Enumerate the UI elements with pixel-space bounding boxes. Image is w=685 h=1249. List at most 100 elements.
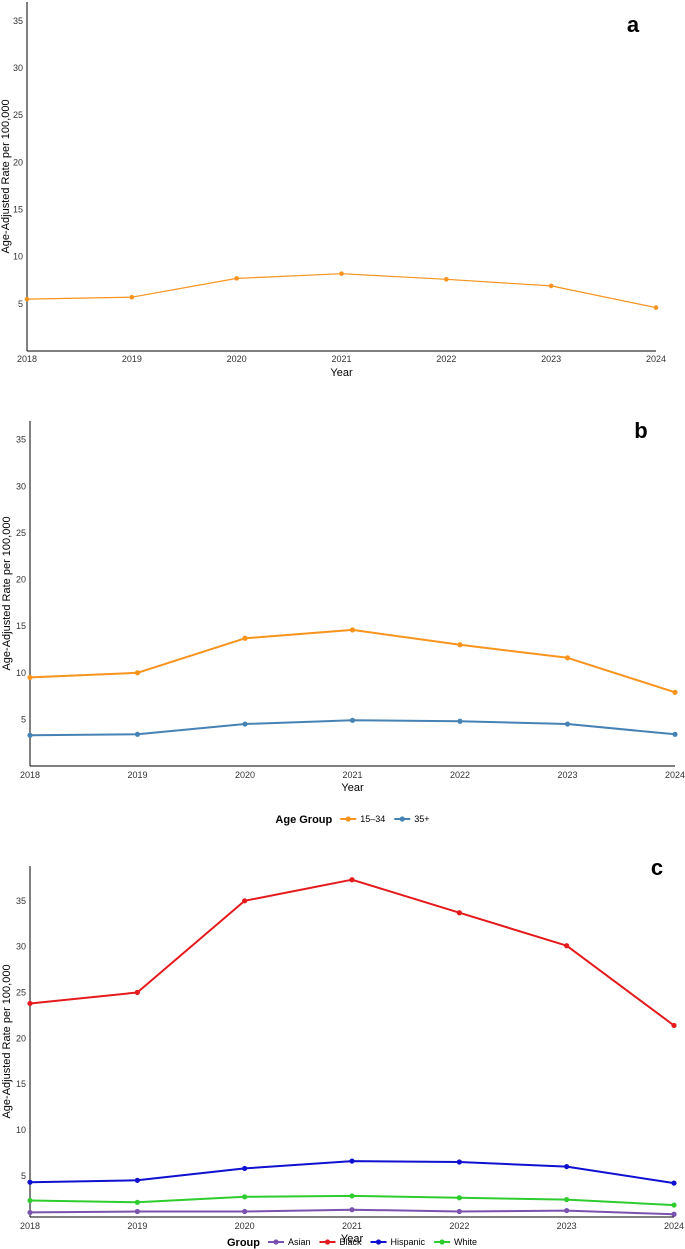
y-tick-label: 20 <box>16 1033 26 1043</box>
x-axis-title: Year <box>341 782 364 794</box>
data-point <box>349 1158 355 1164</box>
series-35+ <box>27 717 678 738</box>
panel-c: 5 10 15 20 25 30 35 2018 2019 2020 2021 2022 2023 202… <box>1 855 684 1249</box>
y-axis-title: Age-Adjusted Rate per 100,000 <box>0 99 12 253</box>
y-tick-label: 10 <box>16 1125 26 1135</box>
x-tick-label: 2020 <box>235 1221 255 1231</box>
y-tick-label: 35 <box>16 896 26 906</box>
data-point <box>134 1177 140 1183</box>
y-tick-label: 10 <box>13 252 23 262</box>
x-tick-label: 2019 <box>122 354 142 364</box>
legend-key-point <box>375 1239 382 1245</box>
legend-title: Group <box>227 1237 260 1249</box>
data-point <box>134 1208 140 1215</box>
legend-key-point <box>324 1239 331 1245</box>
data-point <box>242 1165 248 1172</box>
legend-key-point <box>273 1239 279 1245</box>
legend-label: Black <box>340 1237 363 1247</box>
x-tick-label: 2023 <box>557 770 577 780</box>
data-point <box>564 1207 570 1214</box>
data-point <box>27 732 33 738</box>
x-tick-label: 2021 <box>342 1221 362 1231</box>
x-tick-label: 2022 <box>436 354 456 364</box>
x-tick-label: 2020 <box>227 354 247 364</box>
y-tick-label: 35 <box>16 435 26 445</box>
data-point <box>564 943 570 949</box>
data-point <box>349 717 356 723</box>
data-point <box>671 1202 677 1208</box>
data-point <box>671 1180 677 1186</box>
legend-key-point <box>399 816 405 822</box>
y-tick-label: 25 <box>16 528 26 538</box>
x-tick-label: 2022 <box>450 770 470 780</box>
data-point <box>27 1197 33 1204</box>
data-point <box>456 1195 462 1201</box>
panel-a: 5 10 15 20 25 30 35 2018 2019 2020 2021 2022 2023 202… <box>0 2 666 379</box>
data-point <box>456 910 462 916</box>
x-tick-label: 2018 <box>20 1221 40 1231</box>
data-point <box>456 1159 462 1165</box>
legend: Age Group 15–34 35+ <box>275 814 429 826</box>
y-tick-label: 10 <box>16 668 26 678</box>
panel-label: c <box>651 855 663 880</box>
data-point <box>24 296 30 302</box>
series-Asian <box>27 1207 677 1217</box>
x-tick-label: 2018 <box>20 770 40 780</box>
series-Hispanic <box>27 1158 677 1186</box>
data-point <box>234 276 239 281</box>
data-point <box>672 689 678 695</box>
x-axis-title: Year <box>330 367 353 379</box>
data-point <box>444 277 449 282</box>
data-point <box>242 898 248 904</box>
y-tick-label: 5 <box>18 299 23 309</box>
legend-title: Age Group <box>275 814 332 826</box>
legend: Group Asian Black Hispanic White <box>227 1237 477 1249</box>
data-point <box>457 642 463 648</box>
y-tick-label: 30 <box>16 481 26 491</box>
data-point <box>129 294 135 300</box>
y-tick-label: 5 <box>21 714 26 724</box>
legend-key-point <box>345 816 351 822</box>
data-point <box>27 1179 33 1185</box>
y-tick-label: 5 <box>21 1171 26 1181</box>
y-tick-label: 15 <box>16 621 26 631</box>
x-tick-label: 2021 <box>331 354 351 364</box>
y-tick-label: 20 <box>13 157 23 167</box>
data-point <box>349 1193 355 1199</box>
data-point <box>672 731 678 737</box>
data-point <box>134 1199 140 1205</box>
y-tick-label: 25 <box>16 987 26 997</box>
data-point <box>564 655 571 661</box>
data-point <box>548 283 554 289</box>
x-tick-label: 2024 <box>665 770 685 780</box>
legend-label: Asian <box>288 1237 311 1247</box>
data-point <box>671 1022 677 1029</box>
data-point <box>242 635 248 641</box>
x-tick-label: 2021 <box>342 770 362 780</box>
panel-b: 5 10 15 20 25 30 35 2018 2019 2020 2021 2022 2023 202… <box>1 418 685 826</box>
data-point <box>671 1211 677 1217</box>
data-point <box>134 731 141 737</box>
data-point <box>349 627 356 633</box>
data-point <box>339 271 344 276</box>
data-point <box>564 721 571 727</box>
y-tick-label: 30 <box>13 63 23 73</box>
panel-label: b <box>634 418 647 443</box>
legend-label: 15–34 <box>360 814 385 824</box>
legend-key-point <box>439 1239 445 1245</box>
x-tick-label: 2024 <box>664 1221 684 1231</box>
data-point <box>653 305 659 310</box>
series-Black <box>27 877 677 1029</box>
data-point <box>134 989 140 996</box>
x-tick-label: 2023 <box>541 354 561 364</box>
x-tick-label: 2023 <box>557 1221 577 1231</box>
x-tick-label: 2018 <box>17 354 37 364</box>
data-point <box>134 670 141 676</box>
data-point <box>564 1163 570 1170</box>
data-point <box>349 1207 355 1213</box>
data-point <box>27 1000 33 1007</box>
legend-label: White <box>454 1237 477 1247</box>
